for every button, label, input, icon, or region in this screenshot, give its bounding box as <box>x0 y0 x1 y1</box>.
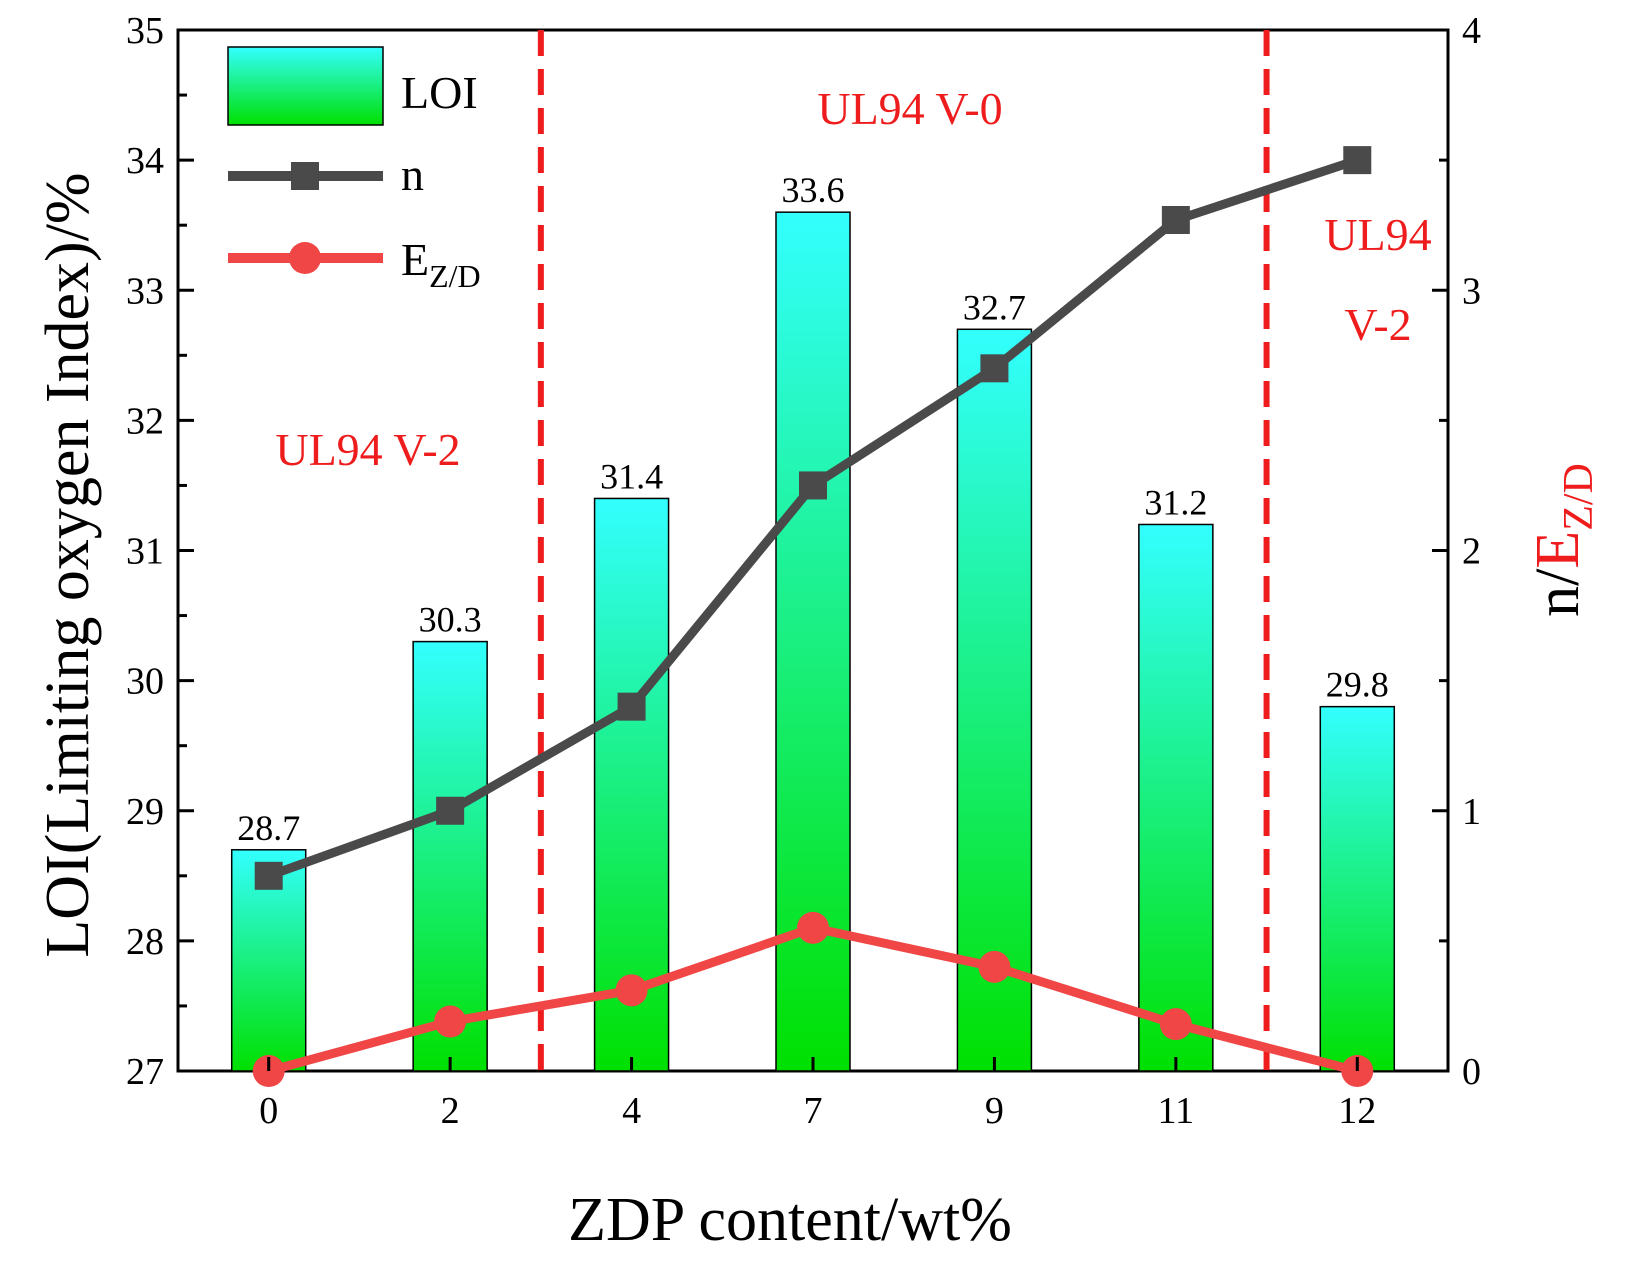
region-label-left: UL94 V-2 <box>275 424 460 475</box>
bar-value-label: 31.2 <box>1144 482 1207 522</box>
bar-12 <box>1319 705 1396 1072</box>
bar-value-label: 30.3 <box>419 600 482 640</box>
x-tick-label: 0 <box>259 1090 278 1132</box>
region-label-middle: UL94 V-0 <box>817 83 1002 134</box>
e-point-11 <box>1159 1008 1192 1041</box>
y2-title-main: E <box>1524 531 1592 569</box>
n-point-11 <box>1161 205 1190 234</box>
n-point-7 <box>799 471 827 500</box>
legend-label-e: EZ/D <box>401 234 481 294</box>
y2-tick-label: 0 <box>1462 1051 1481 1093</box>
y-tick-label: 29 <box>126 791 164 833</box>
y-tick-label: 32 <box>126 400 164 442</box>
bar-value-label: 28.7 <box>237 808 300 848</box>
n-point-4 <box>617 692 646 721</box>
y-tick-label: 35 <box>126 10 164 52</box>
bar-2 <box>412 640 488 1072</box>
y2-axis-title: n/EZ/D <box>1524 463 1602 617</box>
bar-value-label: 32.7 <box>963 287 1026 327</box>
bar-value-label: 29.8 <box>1326 665 1389 705</box>
x-tick-label: 9 <box>985 1090 1004 1132</box>
y-tick-label: 30 <box>126 661 164 703</box>
y-axis-title: LOI(Limiting oxygen Index)/% <box>34 172 102 957</box>
legend-swatch-n-marker <box>291 162 319 190</box>
legend-swatch-loi <box>227 46 384 126</box>
y-tick-label: 31 <box>126 531 164 573</box>
y2-title-sub: Z/D <box>1556 463 1602 531</box>
y-tick-label: 28 <box>126 921 164 963</box>
n-point-12 <box>1343 146 1372 175</box>
n-point-2 <box>436 796 465 825</box>
legend: LOI n EZ/D <box>227 46 481 294</box>
y2-title-prefix: n/ <box>1524 568 1592 617</box>
e-point-7 <box>797 911 829 944</box>
x-axis-title: ZDP content/wt% <box>568 1186 1012 1254</box>
x-tick-label: 2 <box>441 1090 460 1132</box>
legend-label-n: n <box>401 149 424 200</box>
y2-tick-label: 4 <box>1462 10 1481 52</box>
lines-layer <box>252 146 1374 1087</box>
x-tick-label: 11 <box>1158 1090 1195 1132</box>
n-point-0 <box>254 861 283 890</box>
y-tick-label: 33 <box>126 270 164 312</box>
legend-label-e-sub: Z/D <box>429 258 481 294</box>
bar-value-label: 31.4 <box>600 456 663 496</box>
region-label-right-line2: V-2 <box>1344 299 1411 350</box>
x-tick-label: 7 <box>804 1090 823 1132</box>
e-point-4 <box>615 974 648 1007</box>
legend-swatch-e-marker <box>289 242 321 274</box>
x-tick-label: 12 <box>1338 1090 1376 1132</box>
bar-labels-layer: 28.7 30.3 31.4 33.6 32.7 31.2 29.8 <box>237 170 1389 848</box>
legend-label-e-main: E <box>401 234 429 285</box>
x-tick-label: 4 <box>622 1090 641 1132</box>
y2-tick-label: 1 <box>1462 791 1481 833</box>
y-tick-label: 34 <box>126 140 164 182</box>
e-point-9 <box>978 950 1011 983</box>
y-tick-label: 27 <box>126 1051 164 1093</box>
bar-value-label: 33.6 <box>782 170 845 210</box>
y2-tick-label: 3 <box>1462 270 1481 312</box>
bar-11 <box>1138 523 1214 1072</box>
e-point-2 <box>434 1005 467 1038</box>
dividers-layer <box>537 30 1270 1071</box>
n-point-9 <box>980 354 1009 383</box>
region-label-right-line1: UL94 <box>1324 209 1431 260</box>
legend-label-loi: LOI <box>401 67 478 118</box>
y2-tick-label: 2 <box>1462 531 1481 573</box>
